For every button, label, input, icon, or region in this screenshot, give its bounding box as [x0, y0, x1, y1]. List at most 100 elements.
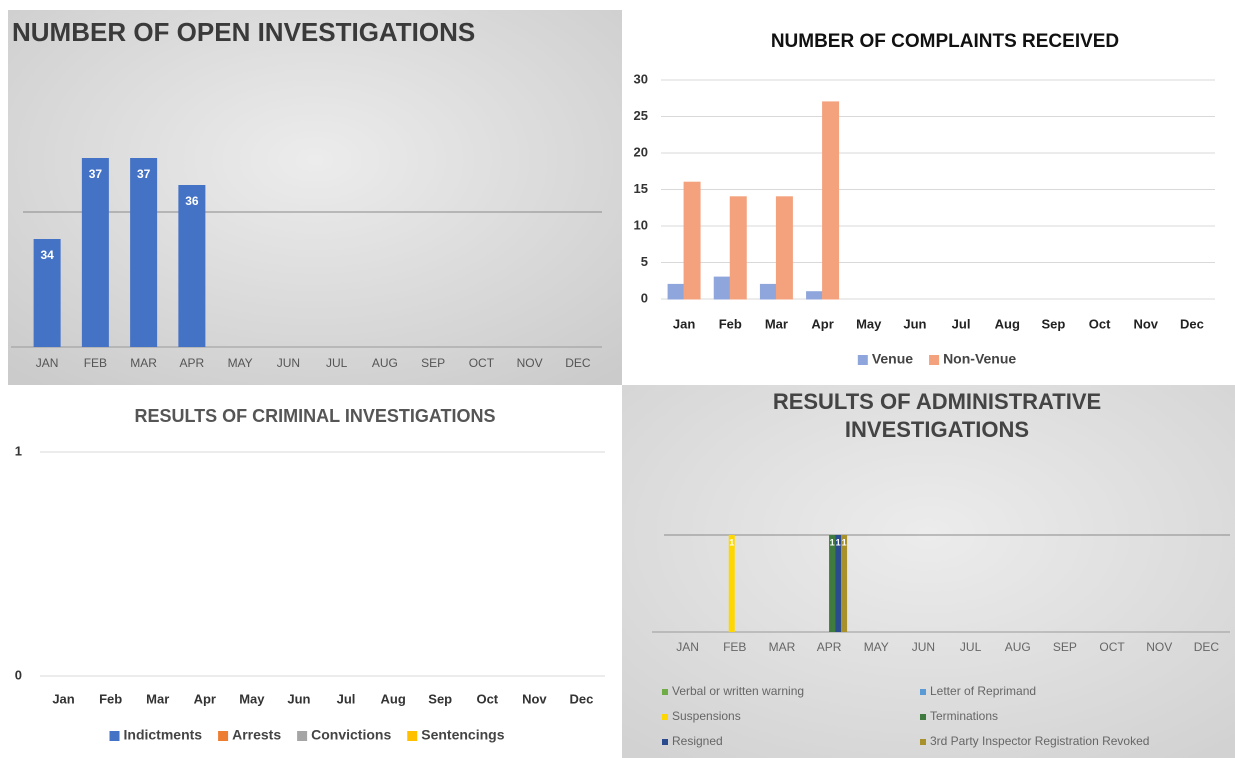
y-tick-label: 20 [634, 144, 648, 159]
legend-swatch [662, 689, 668, 695]
chart-title: RESULTS OF CRIMINAL INVESTIGATIONS [134, 406, 496, 426]
x-tick-label: MAY [228, 356, 253, 370]
bar [130, 158, 158, 347]
legend-swatch [920, 689, 926, 695]
x-tick-label: May [856, 316, 882, 331]
x-tick-label: Apr [811, 316, 833, 331]
y-tick-label: 30 [634, 71, 648, 86]
x-tick-label: Jan [52, 691, 74, 706]
x-tick-label: Sep [1041, 316, 1065, 331]
x-tick-label: DEC [565, 356, 591, 370]
x-tick-label: MAR [130, 356, 157, 370]
y-tick-label: 10 [634, 217, 648, 232]
data-label: 1 [830, 537, 835, 547]
legend-swatch [929, 355, 940, 365]
bar [841, 535, 848, 632]
bar [178, 185, 206, 347]
legend-label: Suspensions [672, 709, 741, 723]
x-tick-label: Oct [1089, 316, 1111, 331]
x-tick-label: JAN [676, 640, 699, 654]
bar [822, 101, 840, 300]
x-tick-label: MAR [769, 640, 796, 654]
x-tick-label: JUN [277, 356, 300, 370]
x-tick-label: Aug [995, 316, 1020, 331]
x-tick-label: JUL [326, 356, 348, 370]
chart-title: NUMBER OF OPEN INVESTIGATIONS [12, 17, 476, 47]
data-label: 34 [40, 248, 54, 262]
x-tick-label: FEB [723, 640, 746, 654]
x-tick-label: Dec [1180, 316, 1204, 331]
legend-label: 3rd Party Inspector Registration Revoked [930, 734, 1149, 748]
bar [759, 283, 777, 300]
y-tick-label: 15 [634, 181, 648, 196]
bar [835, 535, 842, 632]
legend-swatch [920, 739, 926, 745]
legend-swatch [857, 355, 868, 365]
x-tick-label: AUG [372, 356, 398, 370]
x-tick-label: Mar [146, 691, 169, 706]
x-tick-label: AUG [1005, 640, 1031, 654]
bar [667, 283, 685, 300]
y-tick-label: 25 [634, 108, 648, 123]
x-tick-label: Nov [522, 691, 547, 706]
x-tick-label: FEB [84, 356, 107, 370]
x-tick-label: Aug [380, 691, 405, 706]
x-tick-label: SEP [1053, 640, 1077, 654]
data-label: 37 [89, 167, 103, 181]
x-tick-label: Sep [428, 691, 452, 706]
x-tick-label: Dec [570, 691, 594, 706]
data-label: 1 [836, 537, 841, 547]
bar [713, 276, 731, 300]
y-tick-label: 0 [15, 667, 22, 682]
x-tick-label: Mar [765, 316, 788, 331]
x-tick-label: Jul [952, 316, 971, 331]
x-tick-label: SEP [421, 356, 445, 370]
x-tick-label: JUL [960, 640, 982, 654]
data-label: 37 [137, 167, 151, 181]
data-label: 1 [842, 537, 847, 547]
legend-label: Indictments [124, 727, 203, 743]
x-tick-label: OCT [469, 356, 495, 370]
legend-swatch [662, 739, 668, 745]
bar [728, 535, 735, 632]
x-tick-label: Jul [337, 691, 356, 706]
x-tick-label: OCT [1099, 640, 1125, 654]
bar [729, 196, 747, 300]
panel-background [8, 10, 622, 385]
x-tick-label: Feb [719, 316, 742, 331]
x-tick-label: JUN [912, 640, 935, 654]
legend-label: Letter of Reprimand [930, 684, 1036, 698]
legend-label: Verbal or written warning [672, 684, 804, 698]
x-tick-label: APR [180, 356, 205, 370]
bar [775, 196, 793, 300]
legend-label: Convictions [311, 727, 391, 743]
legend-label: Resigned [672, 734, 723, 748]
x-tick-label: NOV [517, 356, 543, 370]
legend-swatch [920, 714, 926, 720]
bar [33, 239, 61, 347]
legend-swatch [218, 731, 229, 741]
legend-label: Non-Venue [943, 351, 1016, 367]
bar [806, 291, 824, 300]
legend-swatch [109, 731, 120, 741]
x-tick-label: Jun [903, 316, 926, 331]
bar [81, 158, 109, 347]
x-tick-label: DEC [1194, 640, 1220, 654]
data-label: 36 [185, 194, 199, 208]
chart-title: NUMBER OF COMPLAINTS RECEIVED [770, 31, 1120, 52]
x-tick-label: Nov [1133, 316, 1158, 331]
x-tick-label: MAY [864, 640, 889, 654]
legend-label: Arrests [232, 727, 281, 743]
legend-label: Venue [872, 351, 913, 367]
x-tick-label: APR [817, 640, 842, 654]
chart-title: RESULTS OF ADMINISTRATIVE INVESTIGATIONS [772, 389, 1102, 442]
x-tick-label: May [239, 691, 265, 706]
x-tick-label: Jun [287, 691, 310, 706]
x-tick-label: Apr [194, 691, 216, 706]
y-tick-label: 5 [641, 254, 648, 269]
data-label: 1 [729, 537, 734, 547]
legend-label: Sentencings [421, 727, 504, 743]
x-tick-label: NOV [1146, 640, 1172, 654]
